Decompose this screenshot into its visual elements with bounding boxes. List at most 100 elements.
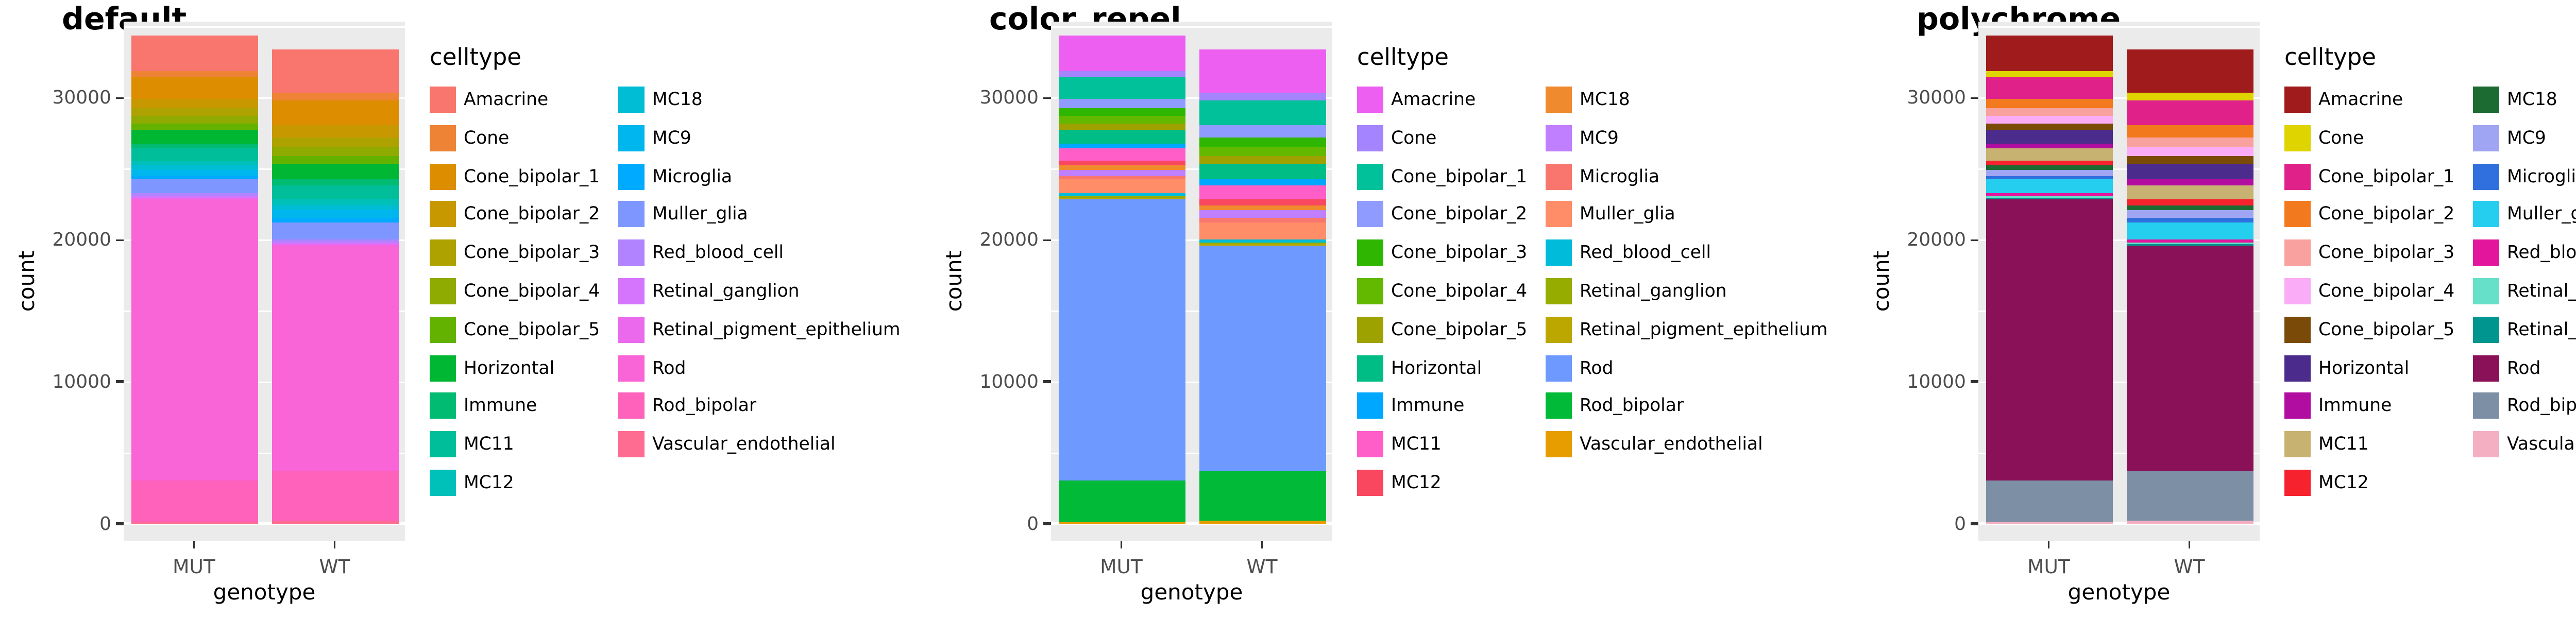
y-tick-label: 10000 bbox=[1907, 370, 1966, 392]
segment-mut-rod bbox=[1058, 199, 1185, 480]
y-tick-label: 0 bbox=[1027, 512, 1039, 534]
legend-label: Cone_bipolar_2 bbox=[464, 203, 600, 225]
legend-swatch bbox=[1546, 354, 1572, 381]
segment-wt-cone bbox=[271, 92, 398, 100]
gridline-major bbox=[1978, 97, 2260, 99]
legend-label: MC12 bbox=[2318, 471, 2369, 493]
segment-mut-immune bbox=[1985, 144, 2112, 149]
gridline-major bbox=[1051, 97, 1332, 99]
legend-swatch bbox=[430, 431, 456, 458]
gridline-major bbox=[124, 522, 405, 525]
legend-label: MC11 bbox=[2318, 433, 2369, 455]
x-tick-mark bbox=[1120, 541, 1123, 548]
x-tick-label: WT bbox=[1246, 555, 1278, 578]
legend-label: Retinal_pigment_epithelium bbox=[652, 318, 901, 340]
segment-wt-vascular_endothelial bbox=[271, 521, 398, 524]
legend-swatch bbox=[2473, 125, 2499, 151]
legend-label: Cone bbox=[2318, 126, 2364, 148]
legend-title: celltype bbox=[2284, 43, 2376, 71]
segment-mut-red_blood_cell bbox=[1985, 193, 2112, 196]
gridline-minor bbox=[124, 310, 405, 312]
legend-label: Cone_bipolar_4 bbox=[1391, 280, 1528, 301]
legend-label: Muller_glia bbox=[1580, 203, 1675, 225]
gridline-major bbox=[1051, 522, 1332, 525]
legend-swatch bbox=[1546, 431, 1572, 458]
legend-label: Cone_bipolar_5 bbox=[1391, 318, 1528, 340]
legend-swatch bbox=[2473, 239, 2499, 266]
legend-label: Retinal_pigment_epithelium bbox=[1580, 318, 1828, 340]
segment-wt-cone_bipolar_1 bbox=[271, 100, 398, 126]
legend-label: Muller_glia bbox=[2507, 203, 2576, 225]
legend-swatch bbox=[1357, 393, 1383, 420]
legend-swatch bbox=[1357, 470, 1383, 496]
segment-wt-immune bbox=[2126, 179, 2253, 186]
gridline-minor bbox=[1051, 27, 1332, 28]
y-axis: 0 10000 20000 30000 bbox=[927, 0, 1051, 572]
legend-swatch bbox=[2473, 354, 2499, 381]
segment-mut-retinal_pigment_epithelium bbox=[1985, 197, 2112, 199]
y-tick-mark bbox=[1043, 238, 1051, 242]
segment-wt-mc11 bbox=[2126, 185, 2253, 199]
legend-label: Rod bbox=[1580, 356, 1614, 378]
legend-swatch bbox=[430, 239, 456, 266]
legend-swatch bbox=[1357, 354, 1383, 381]
segment-wt-cone_bipolar_4 bbox=[1198, 146, 1326, 156]
segment-mut-mc9 bbox=[130, 169, 258, 177]
segment-mut-retinal_ganglion bbox=[1058, 196, 1185, 198]
segment-wt-retinal_ganglion bbox=[1198, 242, 1326, 244]
gridline-minor bbox=[1978, 452, 2260, 454]
legend-body: Amacrine Cone Cone_bipolar_1 Cone_bipolar_2… bbox=[0, 0, 927, 618]
segment-mut-red_blood_cell bbox=[130, 193, 258, 196]
segment-mut-cone_bipolar_3 bbox=[1985, 108, 2112, 116]
gridline-minor bbox=[124, 452, 405, 454]
legend-swatch bbox=[618, 163, 645, 190]
y-tick-label: 0 bbox=[99, 512, 111, 534]
gridline-major bbox=[1051, 239, 1332, 242]
y-tick-label: 10000 bbox=[979, 370, 1039, 392]
y-tick-label: 0 bbox=[1954, 512, 1966, 534]
segment-mut-vascular_endothelial bbox=[130, 521, 258, 524]
gridline-minor bbox=[124, 27, 405, 28]
legend-label: Cone_bipolar_5 bbox=[464, 318, 600, 340]
y-tick-mark bbox=[1971, 381, 1978, 383]
legend-label: MC18 bbox=[1580, 88, 1630, 110]
segment-wt-red_blood_cell bbox=[2126, 238, 2253, 243]
segment-wt-cone_bipolar_2 bbox=[1198, 126, 1326, 137]
segment-mut-cone_bipolar_5 bbox=[130, 124, 258, 131]
y-tick-mark bbox=[1043, 97, 1051, 100]
legend-label: Microglia bbox=[652, 164, 733, 186]
legend-label: Horizontal bbox=[2318, 356, 2410, 378]
y-tick-mark bbox=[1971, 522, 1978, 525]
segment-mut-retinal_pigment_epithelium bbox=[130, 197, 258, 199]
segment-wt-cone_bipolar_2 bbox=[271, 126, 398, 137]
legend-label: MC11 bbox=[1391, 433, 1442, 455]
legend-label: Microglia bbox=[1580, 164, 1660, 186]
legend-label: Cone_bipolar_4 bbox=[2318, 280, 2455, 301]
legend-label: Rod_bipolar bbox=[2507, 394, 2576, 417]
legend-label: Vascular_endothelial bbox=[652, 433, 836, 455]
segment-mut-rod_bipolar bbox=[1985, 480, 2112, 522]
segment-mut-mc9 bbox=[1058, 169, 1185, 177]
segment-mut-cone_bipolar_2 bbox=[130, 99, 258, 108]
segment-wt-rod bbox=[1198, 246, 1326, 471]
segment-wt-mc18 bbox=[2126, 205, 2253, 211]
y-tick-label: 10000 bbox=[52, 370, 111, 392]
legend-swatch bbox=[1546, 316, 1572, 343]
segment-wt-cone_bipolar_2 bbox=[2126, 126, 2253, 137]
segment-mut-muller_glia bbox=[1058, 180, 1185, 194]
segment-wt-cone_bipolar_4 bbox=[2126, 146, 2253, 156]
y-tick-label: 30000 bbox=[52, 87, 111, 109]
gridline-minor bbox=[1978, 27, 2260, 28]
legend-swatch bbox=[2284, 278, 2311, 304]
segment-wt-mc11 bbox=[271, 185, 398, 199]
legend-label: MC9 bbox=[2507, 126, 2546, 148]
segment-wt-microglia bbox=[271, 218, 398, 223]
segment-mut-mc11 bbox=[1058, 149, 1185, 161]
gridline-major bbox=[1051, 381, 1332, 383]
segment-wt-vascular_endothelial bbox=[2126, 521, 2253, 524]
legend-label: Rod bbox=[2507, 356, 2541, 378]
segment-wt-amacrine bbox=[2126, 50, 2253, 93]
legend-swatch bbox=[1546, 239, 1572, 266]
legend-label: Cone_bipolar_2 bbox=[2318, 203, 2455, 225]
legend-label: Microglia bbox=[2507, 164, 2576, 186]
